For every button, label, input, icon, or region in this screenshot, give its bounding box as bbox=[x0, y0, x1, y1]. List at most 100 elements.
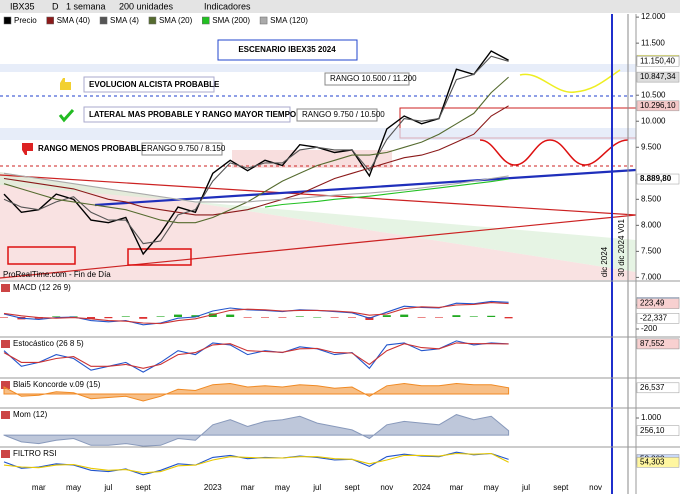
legend-swatch bbox=[148, 16, 157, 25]
annotation: 30 dic 2024 V01 bbox=[617, 219, 626, 277]
trend-line bbox=[94, 168, 637, 207]
x-tick-label: nov bbox=[380, 483, 393, 492]
range-box bbox=[232, 150, 392, 168]
annotation: dic 2024 bbox=[600, 246, 609, 277]
x-tick-label: mar bbox=[241, 483, 255, 492]
projection bbox=[479, 139, 629, 166]
legend-label: SMA (120) bbox=[270, 16, 308, 25]
x-tick-label: sept bbox=[553, 483, 569, 492]
histogram-bar bbox=[208, 313, 217, 317]
check-icon bbox=[58, 108, 75, 123]
note-box bbox=[296, 108, 378, 122]
series-line bbox=[3, 340, 509, 373]
histogram-bar bbox=[278, 316, 287, 318]
y-tick-label: 10.500 bbox=[641, 90, 666, 99]
price-label-box bbox=[636, 313, 680, 324]
histogram-bar bbox=[104, 316, 113, 319]
y-tick-label: 7.500 bbox=[641, 246, 662, 255]
units[interactable]: 200 unidades bbox=[119, 1, 174, 11]
note-box bbox=[141, 142, 223, 156]
panel-title-box bbox=[1, 381, 10, 389]
price-label-box bbox=[636, 173, 680, 185]
x-tick-label: jul bbox=[312, 483, 321, 492]
histogram-bar bbox=[382, 315, 391, 317]
note-box bbox=[324, 72, 410, 86]
histogram-bar bbox=[504, 316, 513, 319]
series-line bbox=[264, 178, 509, 208]
annotation: RANGO MENOS PROBABLE bbox=[38, 144, 147, 153]
x-tick-label: jul bbox=[521, 483, 530, 492]
y-tick-label: 9.500 bbox=[641, 142, 662, 151]
histogram-bar bbox=[417, 316, 426, 318]
legend-swatch bbox=[46, 16, 54, 25]
price-label: 54,303 bbox=[640, 457, 665, 466]
x-tick-label: sept bbox=[136, 483, 152, 492]
annotation: RANGO 9.750 / 10.500 bbox=[302, 110, 385, 119]
y-tick-label: -200 bbox=[641, 324, 658, 333]
range-band bbox=[0, 128, 636, 140]
price-label: 10.847,34 bbox=[640, 72, 676, 81]
price-label-box bbox=[636, 298, 680, 309]
price-label-box bbox=[636, 382, 680, 394]
panel-title: MACD (12 26 9) bbox=[13, 283, 71, 292]
x-tick-label: jul bbox=[103, 483, 112, 492]
histogram-bar bbox=[174, 314, 182, 317]
series-line bbox=[3, 76, 509, 224]
period[interactable]: 1 semana bbox=[66, 1, 106, 11]
toolbar bbox=[0, 0, 680, 13]
histogram-bar bbox=[435, 316, 443, 318]
price-label: 11.150,40 bbox=[640, 56, 676, 65]
y-tick-label: 12.000 bbox=[641, 12, 666, 21]
thumbs-down-icon bbox=[22, 143, 33, 155]
histogram-bar bbox=[487, 315, 496, 317]
x-tick-label: may bbox=[275, 483, 290, 492]
trend-line bbox=[0, 214, 637, 279]
annotation: EVOLUCION ALCISTA PROBABLE bbox=[89, 80, 220, 89]
price-label: 26,537 bbox=[640, 383, 665, 392]
price-label: 256,10 bbox=[640, 426, 665, 435]
annotation: RANGO 10.500 / 11.200 bbox=[330, 74, 417, 83]
thumbs-up-icon bbox=[60, 78, 71, 90]
indicators[interactable]: Indicadores bbox=[204, 1, 251, 11]
legend-label: SMA (200) bbox=[212, 16, 250, 25]
histogram-bar bbox=[243, 316, 252, 318]
x-tick-label: 2024 bbox=[413, 483, 431, 492]
trend-line bbox=[0, 174, 637, 216]
histogram-bar bbox=[191, 315, 200, 317]
price-label-box bbox=[636, 457, 680, 468]
x-tick-label: may bbox=[66, 483, 81, 492]
series-line bbox=[3, 302, 509, 325]
panel-title-box bbox=[1, 450, 10, 458]
title-box bbox=[217, 39, 358, 61]
x-tick-label: may bbox=[484, 483, 499, 492]
price-label: -22,337 bbox=[640, 313, 668, 322]
histogram-bar bbox=[469, 316, 478, 317]
note-box bbox=[83, 76, 215, 93]
y-tick-label: 7.000 bbox=[641, 273, 662, 282]
symbol[interactable]: IBX35 bbox=[10, 1, 35, 11]
highlight-box bbox=[7, 246, 76, 265]
price-label-box bbox=[636, 56, 680, 67]
price-label-box bbox=[636, 100, 680, 112]
histogram-bar bbox=[52, 316, 61, 317]
histogram-bar bbox=[348, 316, 356, 318]
legend-swatch bbox=[3, 16, 12, 25]
annotation: LATERAL MAS PROBABLE Y RANGO MAYOR TIEMP… bbox=[89, 110, 296, 119]
histogram-bar bbox=[0, 316, 8, 318]
histogram-bar bbox=[313, 316, 322, 318]
y-tick-label: 8.500 bbox=[641, 194, 662, 203]
panel-title-box bbox=[1, 411, 10, 419]
x-tick-label: mar bbox=[450, 483, 464, 492]
histogram-bar bbox=[226, 314, 235, 317]
mode[interactable]: D bbox=[52, 1, 59, 11]
annotation: RANGO 9.750 / 8.150 bbox=[147, 144, 226, 153]
panel-title: Estocástico (26 8 5) bbox=[13, 339, 84, 348]
histogram-bar bbox=[87, 316, 95, 319]
area bbox=[3, 382, 510, 402]
price-label-box bbox=[636, 71, 680, 83]
histogram-bar bbox=[452, 315, 461, 317]
annotation: ESCENARIO IBEX35 2024 bbox=[238, 45, 336, 54]
x-tick-label: nov bbox=[589, 483, 602, 492]
histogram-bar bbox=[121, 316, 130, 317]
